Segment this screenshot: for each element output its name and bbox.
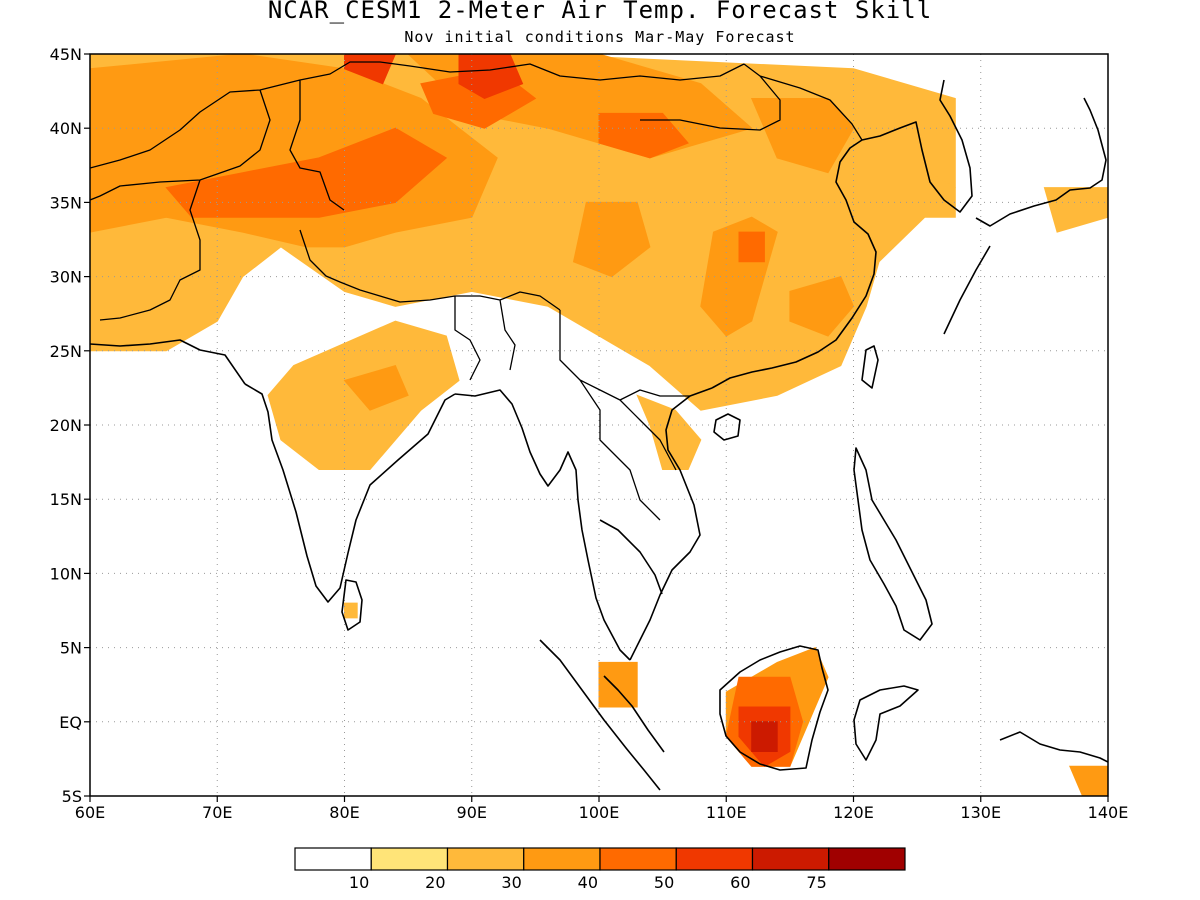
china-south-coastline [711,139,877,389]
borneo-coastline [719,645,829,771]
colorbar-swatch [828,847,906,871]
lat-tick-label: 5S [62,787,82,806]
skill-region-30 [572,201,651,278]
taiwan-coastline [861,345,879,389]
colorbar-swatch [751,847,830,871]
colorbar-swatch [294,847,372,871]
indochina-coastline [629,387,713,661]
figure-subtitle: Nov initial conditions Mar-May Forecast [404,28,796,46]
coastlines [90,61,1108,791]
colorbar: 10 20 30 40 50 60 75 [294,847,906,892]
colorbar-label: 20 [425,873,445,892]
lon-tick-label: 110E [706,803,747,822]
sumatra-coastline [539,639,665,791]
lat-tick-label: 40N [50,119,82,138]
skill-region-60 [751,721,778,752]
map-gridlines [90,54,1108,796]
skill-region-30 [598,661,638,708]
colorbar-label: 75 [806,873,826,892]
japan-coastline [943,97,1107,335]
lon-tick-label: 120E [833,803,874,822]
arabian-sea-coastline [90,339,246,385]
colorbar-swatch [523,847,601,871]
skill-region-30 [750,98,855,174]
longitude-axis: 60E 70E 80E 90E 100E 110E 120E 130E 140E [75,796,1129,822]
lat-tick-label: 10N [50,564,82,583]
lat-tick-label: 45N [50,45,82,64]
lon-tick-label: 130E [960,803,1001,822]
colorbar-swatch [446,847,525,871]
burma-coastline [454,389,631,661]
lat-tick-label: 20N [50,416,82,435]
lat-tick-label: 25N [50,342,82,361]
country-borders [90,61,863,521]
colorbar-swatch [370,847,449,871]
lon-tick-label: 80E [329,803,359,822]
colorbar-swatch [599,847,677,871]
lon-tick-label: 90E [457,803,487,822]
korea-coastline [861,79,973,213]
skill-region-20 [344,602,358,619]
skill-region-30 [1069,765,1108,796]
sri-lanka-coastline [341,579,363,631]
colorbar-label: 10 [349,873,369,892]
lon-tick-label: 140E [1088,803,1129,822]
skill-region-30 [343,364,409,411]
skill-region-20 [916,171,956,218]
lon-tick-label: 60E [75,803,105,822]
skill-region-40 [165,127,448,218]
skill-shading [90,54,1108,796]
lon-tick-label: 100E [579,803,620,822]
skill-region-50 [458,54,524,100]
india-coastline [244,383,456,603]
colorbar-label: 60 [730,873,750,892]
lat-tick-label: EQ [59,713,82,732]
skill-region-40 [738,231,765,263]
colorbar-label: 40 [578,873,598,892]
lat-tick-label: 35N [50,193,82,212]
colorbar-label: 30 [501,873,521,892]
lon-tick-label: 70E [202,803,232,822]
sulawesi-coastline [853,685,919,761]
colorbar-swatch [675,847,754,871]
skill-region-30 [789,275,855,337]
figure-title: NCAR_CESM1 2-Meter Air Temp. Forecast Sk… [267,0,933,24]
new-guinea-coastline [999,731,1108,763]
latitude-axis: 45N 40N 35N 30N 25N 20N 15N 10N 5N EQ 5S [50,45,90,806]
hainan-coastline [713,413,741,441]
philippines-coastline [853,447,933,641]
lat-tick-label: 15N [50,490,82,509]
colorbar-label: 50 [654,873,674,892]
lat-tick-label: 5N [60,639,82,658]
skill-region-20 [636,394,702,470]
gulf-of-thailand-coastline [599,519,663,595]
lat-tick-label: 30N [50,268,82,287]
